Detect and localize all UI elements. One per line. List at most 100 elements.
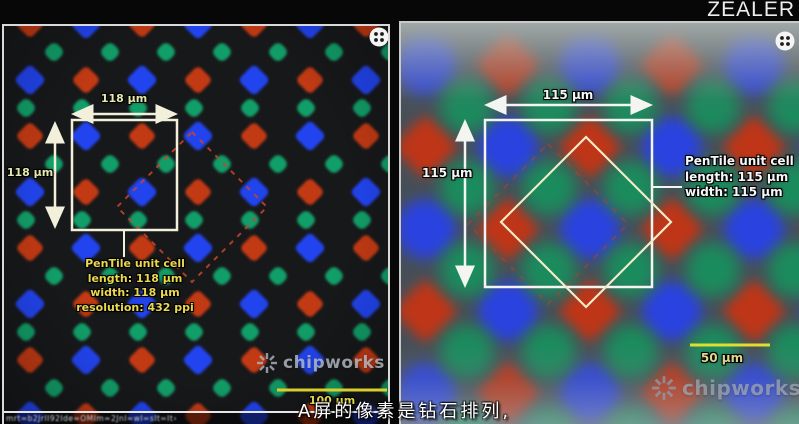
subpixel <box>13 175 47 209</box>
pan-control-icon[interactable] <box>368 26 388 48</box>
zealer-logo: ZEALER <box>707 0 795 21</box>
subpixel <box>210 376 234 400</box>
chipworks-watermark-text: chipworks <box>682 376 799 400</box>
subpixel <box>127 26 157 39</box>
subpixel <box>266 264 290 288</box>
callout-line-2: length: 115 μm <box>685 169 789 184</box>
subpixel <box>293 26 327 41</box>
subpixel <box>350 96 374 120</box>
subpixel <box>349 175 383 209</box>
subpixel <box>210 264 234 288</box>
subpixel <box>14 320 38 344</box>
subpixel <box>98 152 122 176</box>
callout-line-3: width: 115 μm <box>685 185 783 199</box>
subpixel <box>378 152 388 176</box>
subpixel <box>98 40 122 64</box>
subpixel <box>238 96 262 120</box>
subpixel <box>210 40 234 64</box>
subpixel <box>378 264 388 288</box>
subpixel <box>351 233 381 263</box>
subpixel <box>183 177 213 207</box>
subpixel <box>351 121 381 151</box>
subpixel <box>154 40 178 64</box>
subpixel <box>71 177 101 207</box>
chipworks-star-icon <box>652 376 676 400</box>
subpixel <box>238 208 262 232</box>
subpixel <box>126 208 150 232</box>
width-measurement-label: 115 μm <box>542 88 594 102</box>
subpixel <box>182 320 206 344</box>
subpixel <box>70 208 94 232</box>
subpixel <box>239 233 269 263</box>
video-subtitle: A屏的像素是钻石排列, <box>298 401 512 422</box>
pentile-callout: PenTile unit cell length: 115 μm width: … <box>685 154 799 201</box>
subpixel <box>15 345 45 375</box>
callout-line-3: width: 118 μm <box>90 286 180 299</box>
subpixel <box>154 376 178 400</box>
subpixel <box>181 26 215 41</box>
subpixel <box>98 376 122 400</box>
subpixel <box>378 376 388 400</box>
subpixel <box>293 231 327 265</box>
scale-bar-label: 100 μm <box>308 394 356 407</box>
callout-line-1: PenTile unit cell <box>85 257 185 270</box>
subpixel <box>210 152 234 176</box>
pan-control-icon[interactable] <box>774 30 796 52</box>
subpixel <box>629 23 715 26</box>
subpixel <box>294 320 318 344</box>
subpixel <box>239 121 269 151</box>
width-measurement-label: 118 μm <box>100 92 148 105</box>
subpixel <box>181 119 215 153</box>
subpixel <box>13 63 47 97</box>
subpixel <box>154 152 178 176</box>
chipworks-watermark: chipworks <box>256 352 385 374</box>
subpixel <box>238 320 262 344</box>
subpixel <box>42 376 66 400</box>
subpixel <box>294 208 318 232</box>
subpixel <box>349 287 383 321</box>
subpixel <box>294 96 318 120</box>
callout-line-1: PenTile unit cell <box>685 154 794 168</box>
subpixel <box>69 119 103 153</box>
subpixel <box>295 65 325 95</box>
subpixel <box>69 26 103 41</box>
subpixel <box>237 287 271 321</box>
scale-bar-label: 50 μm <box>700 351 744 365</box>
subpixel <box>266 152 290 176</box>
subpixel <box>127 121 157 151</box>
height-measurement-label: 118 μm <box>6 166 54 179</box>
height-measurement-label: 115 μm <box>422 166 473 180</box>
subpixel <box>793 23 799 26</box>
subpixel <box>15 233 45 263</box>
subpixel <box>293 119 327 153</box>
subpixel <box>322 152 346 176</box>
subpixel <box>125 175 159 209</box>
left-microscope-panel: 118 μm 118 μm PenTile unit cell length: … <box>2 24 390 424</box>
subpixel <box>465 23 551 26</box>
subpixel <box>182 208 206 232</box>
subpixel <box>15 121 45 151</box>
subpixel <box>266 40 290 64</box>
chipworks-star-icon <box>257 353 277 373</box>
subpixel <box>266 376 290 400</box>
right-microscope-panel: 115 μm 115 μm PenTile unit cell length: … <box>399 21 799 424</box>
subpixel <box>69 343 103 377</box>
callout-line-2: length: 118 μm <box>87 271 183 285</box>
chipworks-watermark-text: chipworks <box>283 353 385 373</box>
subpixel <box>42 40 66 64</box>
callout-line-4: resolution: 432 ppi <box>76 300 194 314</box>
subpixel <box>181 343 215 377</box>
subpixel <box>14 208 38 232</box>
subpixel <box>239 26 269 39</box>
chipworks-watermark: chipworks <box>651 375 799 401</box>
subpixel <box>322 264 346 288</box>
subpixel <box>322 40 346 64</box>
subpixel <box>13 287 47 321</box>
subpixel <box>14 96 38 120</box>
subpixel <box>350 208 374 232</box>
subpixel <box>349 63 383 97</box>
subpixel <box>71 65 101 95</box>
subpixel <box>295 177 325 207</box>
subpixel <box>237 175 271 209</box>
